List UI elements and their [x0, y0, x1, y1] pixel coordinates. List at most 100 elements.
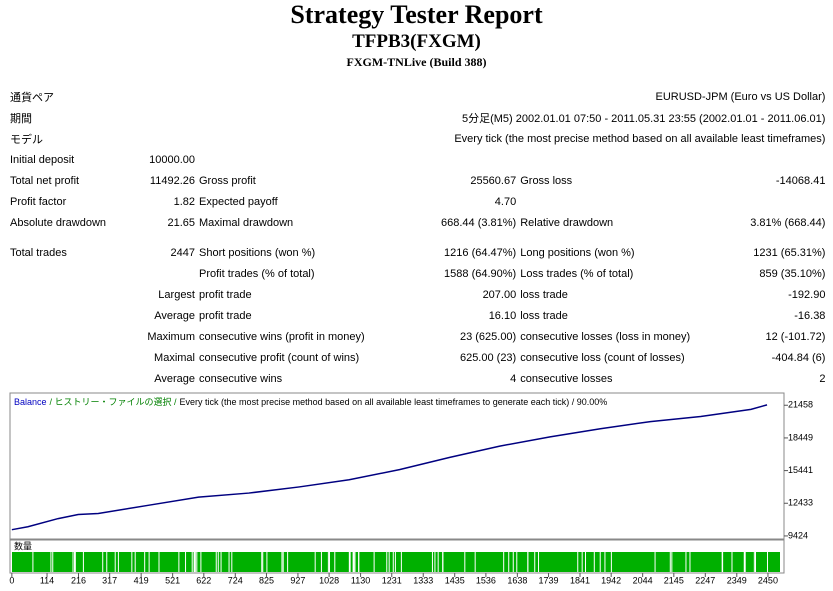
volume-gap [74, 552, 76, 572]
volume-gap [144, 552, 146, 572]
volume-gap [604, 552, 606, 572]
volume-gap [386, 552, 388, 572]
balance-line [11, 404, 768, 531]
volume-gap [508, 552, 510, 572]
report-cell: Largest [158, 288, 195, 301]
volume-gap [194, 552, 196, 572]
volume-gap [217, 552, 219, 572]
report-cell: Average [154, 309, 195, 322]
report-cell: 668.44 (3.81%) [441, 216, 517, 229]
volume-gap [474, 552, 476, 572]
report-cell: Profit trades (% of total) [199, 267, 315, 280]
report-cell: Maximum [147, 330, 195, 343]
volume-gap [400, 552, 402, 572]
volume-gap [593, 552, 595, 572]
report-cell: Expected payoff [199, 195, 278, 208]
report-cell: 25560.67 [470, 174, 517, 187]
report-row: モデル Every tick (the most precise method b… [8, 128, 827, 149]
report-cell: Initial deposit [10, 153, 75, 166]
volume-gap [689, 552, 691, 572]
server: FXGM-TNLive (Build 388) [346, 55, 487, 69]
volume-gap [334, 552, 336, 572]
report-cell: 期間 [10, 112, 32, 125]
x-tick-label: 2349 [727, 575, 747, 585]
report-cell: profit trade [199, 309, 252, 322]
report-cell: -192.90 [788, 288, 826, 301]
volume-gap [196, 552, 198, 572]
volume-gap [669, 552, 671, 572]
volume-gap [392, 552, 394, 572]
report-row: Maximal consecutive profit (count of wins… [8, 347, 827, 368]
volume-gap [178, 552, 180, 572]
x-tick-label: 1435 [445, 575, 465, 585]
report-row: 期間 5分足(M5) 2002.01.01 07:50 - 2011.05.31 … [8, 107, 827, 128]
report-cell: 625.00 (23) [459, 351, 517, 364]
y-tick-label: 12433 [788, 498, 813, 508]
volume-gap [131, 552, 133, 572]
report-cell: 23 (625.00) [459, 330, 517, 343]
x-tick-label: 2044 [633, 575, 653, 585]
report-cell: Gross loss [520, 174, 573, 187]
volume-gap [102, 552, 104, 572]
report-cell: 5分足(M5) 2002.01.01 07:50 - 2011.05.31 23… [461, 112, 826, 125]
volume-gap [117, 552, 119, 572]
report-cell: profit trade [199, 288, 252, 301]
volume-gap [52, 552, 54, 572]
volume-gap [220, 552, 222, 572]
report-subtitle: TFPB3(FXGM) [352, 31, 481, 52]
volume-gap [527, 552, 529, 572]
volume-gap [388, 552, 390, 572]
report-cell: Absolute drawdown [10, 216, 107, 229]
volume-gap [354, 552, 356, 572]
report-cell: loss trade [520, 309, 568, 322]
report-cell: Total trades [10, 246, 67, 259]
report-cell: consecutive profit (count of wins) [199, 351, 360, 364]
volume-gap [200, 552, 202, 572]
x-tick-label: 114 [40, 575, 54, 585]
volume-gap [581, 552, 583, 572]
volume-gap [753, 552, 755, 572]
report-row: 通貨ペア EURUSD-JPM (Euro vs US Dollar) [8, 86, 827, 107]
volume-gap [722, 552, 724, 572]
volume-gap [72, 552, 74, 572]
report-row: Total net profit 11492.26 Gross profit 2556… [8, 170, 827, 191]
volume-gap [464, 552, 466, 572]
x-tick-label: 2450 [758, 575, 778, 585]
x-tick-label: 1333 [413, 575, 433, 585]
volume-gap [191, 552, 193, 572]
volume-gap [74, 552, 76, 572]
volume-gap [158, 552, 160, 572]
y-tick-label: 18449 [788, 432, 813, 442]
report-cell: 通貨ペア [10, 91, 54, 104]
volume-gap [261, 552, 263, 572]
volume-gap [282, 552, 284, 572]
report-row: Absolute drawdown 21.65 Maximal drawdown 66… [8, 212, 827, 233]
volume-gap [610, 552, 612, 572]
volume-gap [114, 552, 116, 572]
volume-gap [516, 552, 518, 572]
volume-gap [228, 552, 230, 572]
x-tick-label: 1231 [382, 575, 402, 585]
x-tick-label: 1942 [601, 575, 621, 585]
volume-gap [743, 552, 745, 572]
report-cell: 1231 (65.31%) [753, 246, 826, 259]
report-cell: 12 (-101.72) [765, 330, 826, 343]
report-cell: EURUSD-JPM (Euro vs US Dollar) [655, 90, 826, 103]
volume-gap [503, 552, 505, 572]
volume-gap [767, 552, 769, 572]
report-cell: consecutive losses [520, 372, 613, 385]
y-tick-label: 15441 [788, 465, 813, 475]
legend: Balance / ヒストリー・ファイルの選択 / Every tick (the … [14, 396, 607, 407]
x-tick-label: 825 [259, 575, 274, 585]
report-cell: Average [154, 372, 195, 385]
volume-gap [185, 552, 187, 572]
report-cell: Maximal [154, 351, 195, 364]
report-cell: 16.10 [488, 309, 517, 322]
volume-gap [215, 552, 217, 572]
report-cell: consecutive losses (loss in money) [520, 330, 691, 343]
x-tick-label: 521 [165, 575, 180, 585]
volume-gap [349, 552, 351, 572]
report-cell: consecutive loss (count of losses) [520, 351, 685, 364]
volume-bars [12, 552, 780, 572]
volume-gap [50, 552, 52, 572]
